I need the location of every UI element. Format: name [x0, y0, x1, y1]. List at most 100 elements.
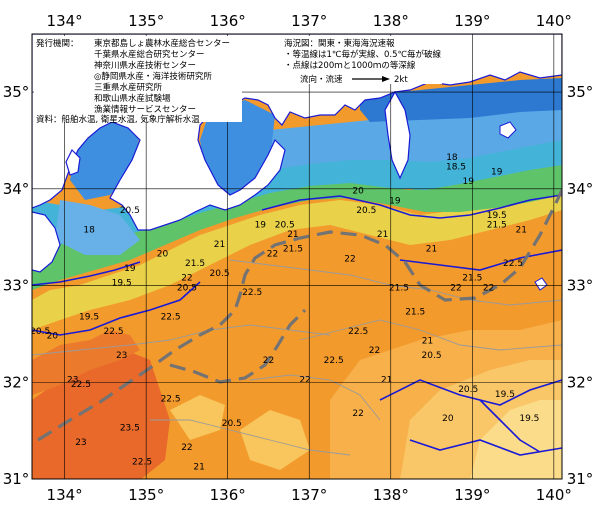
publisher-line-6: 和歌山県水産試験場	[94, 93, 171, 104]
isotherm-label: 22.5	[161, 312, 181, 322]
lon-label-bottom: 135°	[128, 486, 164, 504]
lon-label-bottom: 140°	[536, 486, 572, 504]
lat-label-right: 35°	[567, 83, 594, 101]
isotherm-label: 22.5	[348, 327, 368, 337]
lon-label-bottom: 138°	[373, 486, 409, 504]
publisher-line-7: 漁業情報サービスセンター	[94, 104, 196, 115]
legend-note-2: ・点線は200ｍと1000ｍの等深線	[284, 60, 416, 71]
legend-flow-speed: 2kt	[394, 75, 408, 85]
lat-label-left: 31°	[3, 470, 30, 488]
publisher-source: 資料：船舶水温, 衛星水温, 気象庁解析水温	[36, 114, 200, 125]
isotherm-label: 22	[352, 409, 363, 419]
sst-bay-ise	[200, 100, 275, 195]
sst-lightblue	[270, 105, 562, 170]
sst-band-pale	[470, 400, 562, 479]
flow-arrow-head	[382, 76, 390, 82]
isotherm-label: 21	[193, 462, 204, 472]
publisher-heading: 発行機関：	[36, 38, 79, 49]
isotherm-label: 20.5	[222, 419, 242, 429]
lon-label-top: 136°	[210, 12, 246, 30]
lat-label-right: 34°	[567, 180, 594, 198]
isotherm-label: 22	[181, 443, 192, 453]
sst-kii-channel	[55, 200, 140, 255]
isotherm-label: 23	[67, 375, 78, 385]
land-izu	[384, 90, 411, 180]
land-island-oshima	[499, 121, 517, 139]
isotherm-label: 22.5	[132, 457, 152, 467]
isotherm-label: 21.5	[283, 245, 303, 255]
isotherm-label: 19.5	[487, 211, 507, 221]
isotherm-line-2	[32, 281, 201, 336]
isotherm-label: 22	[369, 346, 380, 356]
isotherm-minor-3	[299, 319, 562, 351]
isotherm-label: 21	[381, 375, 392, 385]
isotherm-label: 20.5	[177, 283, 197, 293]
legend-box: 海況図：関東・東海海況速報 ・等温線は1℃毎が実線、0.5℃毎が破線 ・点線は2…	[282, 36, 442, 85]
isotherm-label: 22.5	[242, 288, 262, 298]
lat-label-left: 33°	[3, 277, 30, 295]
isotherm-label: 22	[483, 283, 494, 293]
sst-patch-yellow-2	[170, 395, 225, 440]
publisher-line-1: 東京都島しょ農林水産総合センター	[94, 38, 230, 49]
lon-label-top: 139°	[454, 12, 490, 30]
isotherm-label: 19	[463, 177, 475, 187]
isotherm-label: 18	[446, 153, 458, 163]
isotherm-label: 21.5	[185, 259, 205, 269]
lon-label-bottom: 136°	[210, 486, 246, 504]
isotherm-label: 21	[422, 337, 433, 347]
sst-yellow-coast	[32, 190, 562, 330]
isotherm-minor-5	[249, 374, 381, 421]
lon-label-bottom: 139°	[454, 486, 490, 504]
isotherm-label: 21.5	[405, 308, 425, 318]
sst-patch-yellow-1	[240, 410, 310, 470]
isotherm-line-6	[409, 439, 562, 456]
isotherm-label: 22	[267, 250, 278, 260]
isotherm-label: 22.5	[503, 259, 523, 269]
lat-label-left: 32°	[3, 373, 30, 391]
isotherm-label: 20.5	[458, 385, 478, 395]
land-shikoku	[32, 211, 61, 273]
legend-flow-label: 流向・流速	[300, 74, 343, 85]
isotherm-label: 22.5	[104, 327, 124, 337]
isotherm-label: 21	[516, 225, 527, 235]
isotherm-label: 20	[352, 187, 364, 197]
isotherm-label: 19	[255, 220, 267, 230]
isotherm-label: 19.5	[112, 279, 132, 289]
isotherm-label: 19.5	[495, 390, 515, 400]
lon-label-top: 138°	[373, 12, 409, 30]
isotherm-label: 21.5	[389, 283, 409, 293]
publisher-line-5: 三重県水産研究所	[94, 82, 163, 93]
isotherm-label: 19.5	[519, 414, 539, 424]
kuroshio-axis-main	[37, 189, 562, 442]
kuroshio-axis-branch	[169, 308, 307, 384]
isotherm-label: 21.5	[487, 220, 507, 230]
isotherm-label: 20.5	[422, 351, 442, 361]
isotherm-label: 22	[344, 254, 355, 264]
isotherm-minor-2	[229, 259, 562, 306]
isotherm-label: 20.5	[30, 327, 50, 337]
sst-green	[32, 160, 562, 290]
isotherm-minor	[32, 259, 562, 456]
isotherm-label: 22	[450, 283, 461, 293]
isotherm-line-1	[261, 194, 562, 219]
legend-title: 海況図：関東・東海海況速報	[284, 38, 395, 49]
isotherm-label: 20	[47, 332, 59, 342]
lon-label-bottom: 134°	[47, 486, 83, 504]
isotherm-label: 19	[491, 167, 503, 177]
isotherm-contours	[32, 194, 562, 456]
sst-blue	[360, 78, 562, 122]
isotherm-label: 22	[299, 375, 310, 385]
axis-labels: 134° 134° 135° 135° 136° 136° 137° 137° 138° 138°…	[3, 12, 594, 504]
isotherm-label: 20.5	[120, 206, 140, 216]
isotherm-label: 21	[377, 230, 388, 240]
isotherm-label: 21	[214, 240, 225, 250]
isotherm-label: 23	[75, 438, 86, 448]
publisher-line-2: 千葉県水産総合研究センター	[94, 49, 205, 60]
isotherm-label: 23	[116, 351, 127, 361]
isotherm-label: 21.5	[462, 274, 482, 284]
isotherm-label: 19	[124, 264, 136, 274]
lat-label-left: 35°	[3, 83, 30, 101]
isotherm-label: 20.5	[275, 220, 295, 230]
isotherm-label: 20	[157, 250, 169, 260]
